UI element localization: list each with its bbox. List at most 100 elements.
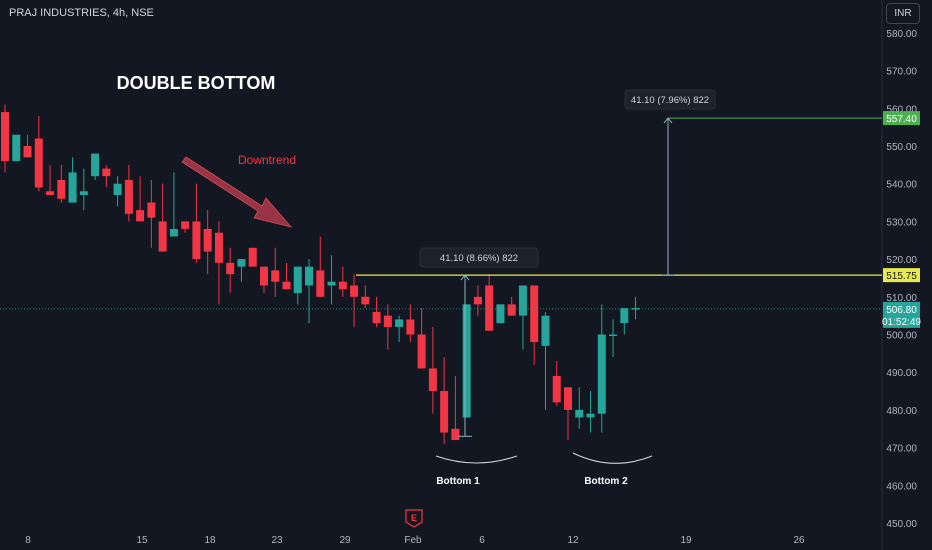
candle-body (23, 146, 32, 158)
candle-body (428, 368, 437, 392)
time-tick-label: 8 (25, 535, 31, 546)
measure-arrowhead-2 (663, 117, 673, 124)
price-tick-label: 560.00 (886, 104, 917, 115)
candlestick-series (1, 104, 640, 444)
candle-body (485, 285, 494, 331)
candle-body (136, 210, 145, 222)
measure-label-box-2 (624, 89, 716, 110)
candle-body (609, 334, 618, 336)
time-tick-label: 29 (339, 535, 351, 546)
candle-body (169, 228, 178, 237)
time-axis[interactable]: 8 15 18 23 29 Feb 6 12 19 26 (25, 535, 805, 546)
candle-body (417, 334, 426, 369)
candle-body (237, 259, 246, 267)
price-tick-label: 460.00 (886, 481, 917, 492)
price-tick-label: 550.00 (886, 142, 917, 153)
candle-body (158, 221, 167, 252)
price-tick-label: 510.00 (886, 293, 917, 304)
candle-body (12, 134, 21, 162)
bottom-arc-2 (572, 452, 653, 464)
candle-body (575, 409, 584, 418)
candle-body (451, 428, 460, 441)
candle-body (1, 112, 9, 162)
candle-body (620, 308, 629, 324)
time-tick-label: 19 (680, 535, 692, 546)
candle-body (226, 262, 235, 275)
candle-body (293, 266, 302, 294)
candle-body (91, 153, 100, 177)
bottom-2-label: Bottom 2 (584, 476, 628, 487)
candle-body (203, 228, 212, 252)
earnings-marker-label: E (411, 513, 417, 523)
candle-body (214, 232, 223, 263)
price-tick-label: 490.00 (886, 368, 917, 379)
drawing-overlays: 41.10 (8.66%) 822 41.10 (7.96%) 822 Bottom… (0, 73, 882, 528)
bottom-arc-1 (435, 455, 518, 464)
candle-body (496, 304, 505, 324)
candle-body (552, 375, 561, 403)
measure-arrowhead-1 (460, 274, 470, 281)
candle-body (541, 315, 550, 346)
time-tick-label: 18 (204, 535, 216, 546)
time-tick-label: 26 (793, 535, 805, 546)
candle-body (597, 334, 606, 414)
candle-body (564, 387, 572, 410)
candle-body (406, 319, 415, 335)
downtrend-label: Downtrend (238, 153, 296, 167)
measure-label-2: 41.10 (7.96%) 822 (631, 95, 709, 106)
price-tick-label: 520.00 (886, 255, 917, 266)
resistance-price-tag-box (883, 268, 920, 283)
candle-body (383, 315, 392, 327)
price-axis[interactable]: 460.00 470.00 480.00 490.00 500.00 510.00 520.… (882, 29, 921, 530)
price-tick-label: 530.00 (886, 217, 917, 228)
candle-body (473, 296, 482, 305)
symbol-title[interactable]: PRAJ INDUSTRIES, 4h, NSE (9, 7, 154, 19)
candle-body (282, 281, 291, 290)
target-price-tag-label: 557.40 (886, 114, 917, 125)
bottom-1-label: Bottom 1 (436, 476, 480, 487)
candle-body (147, 202, 156, 218)
candle-body (46, 191, 55, 196)
candle-body (102, 168, 111, 177)
candle-body (631, 308, 640, 310)
price-tick-label: 480.00 (886, 406, 917, 417)
pattern-title: DOUBLE BOTTOM (117, 73, 276, 93)
candle-body (68, 172, 77, 203)
price-tick-label: 580.00 (886, 29, 917, 40)
currency-button[interactable]: INR (886, 3, 920, 24)
last-price-tag-countdown: 01:52:49 (882, 317, 921, 328)
downtrend-arrow (181, 156, 293, 228)
time-tick-label: 6 (479, 535, 485, 546)
last-price-tag-label: 506.80 (886, 305, 917, 316)
price-tick-label: 570.00 (886, 67, 917, 78)
time-tick-label: 23 (271, 535, 283, 546)
candle-body (192, 221, 201, 260)
candle-body (79, 191, 88, 196)
candle-body (518, 285, 527, 316)
candle-body (372, 311, 381, 324)
last-price-tag-box (883, 301, 920, 328)
candle-body (124, 179, 133, 214)
candle-body (57, 179, 66, 199)
time-tick-label: Feb (404, 535, 422, 546)
price-tick-label: 470.00 (886, 444, 917, 455)
candle-body (259, 266, 268, 286)
candle-body (181, 221, 190, 229)
price-tick-label: 450.00 (886, 519, 917, 530)
candle-body (305, 266, 314, 286)
candle-body (327, 281, 336, 286)
candle-body (338, 281, 347, 290)
target-price-tag-box (883, 111, 920, 126)
measure-label-box-1 (419, 247, 539, 268)
candle-body (530, 285, 539, 343)
candle-body (440, 391, 449, 433)
candle-body (316, 270, 325, 297)
time-tick-label: 12 (567, 535, 579, 546)
resistance-price-tag-label: 515.75 (886, 271, 917, 282)
price-tick-label: 500.00 (886, 331, 917, 342)
candle-body (507, 304, 516, 316)
measure-label-1: 41.10 (8.66%) 822 (440, 253, 518, 264)
time-tick-label: 15 (136, 535, 148, 546)
candle-body (361, 296, 370, 305)
